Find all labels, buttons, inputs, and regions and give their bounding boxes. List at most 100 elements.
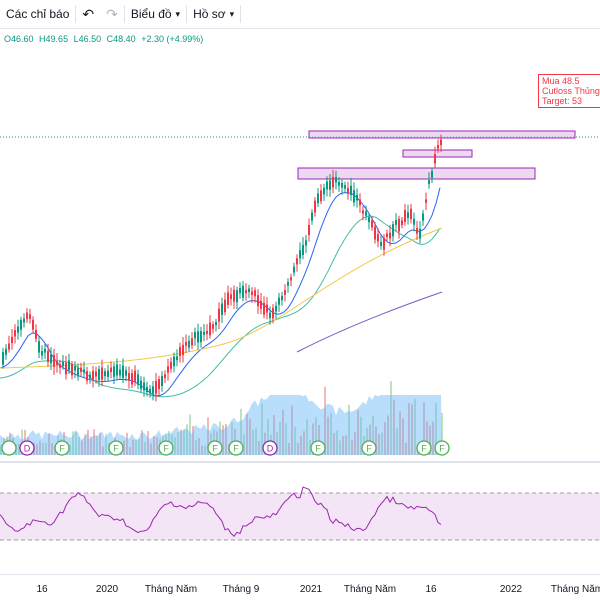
candle-body — [386, 233, 388, 237]
volume-bar — [141, 430, 143, 455]
candle-body — [350, 185, 352, 196]
volume-bar — [174, 437, 176, 455]
volume-average-area — [0, 395, 442, 455]
event-marker-label: F — [233, 444, 239, 454]
volume-bar — [309, 440, 311, 455]
candle-body — [50, 354, 52, 364]
event-marker-label: F — [212, 444, 218, 454]
candle-body — [440, 139, 442, 146]
volume-bar — [411, 404, 413, 455]
candle-body — [203, 331, 205, 335]
profile-menu-label: Hồ sơ — [193, 7, 226, 21]
trade-note[interactable]: Mua 48.5 Cutloss Thủng Target: 53 — [538, 74, 600, 108]
rsi-pane — [0, 461, 600, 541]
volume-bar — [303, 431, 305, 455]
volume-bar — [222, 425, 224, 455]
volume-bar — [324, 386, 326, 455]
volume-bar — [279, 421, 281, 455]
candle-body — [56, 360, 58, 365]
volume-bar — [381, 432, 383, 455]
candle-body — [323, 187, 325, 195]
volume-bar — [396, 428, 398, 455]
resistance-zone-top — [308, 130, 576, 139]
candle-body — [383, 237, 385, 250]
event-marker-circle — [361, 440, 377, 456]
candle-body — [134, 370, 136, 382]
indicators-button[interactable]: Các chỉ báo — [0, 0, 75, 28]
volume-bar — [315, 417, 317, 455]
event-marker-circle — [310, 440, 326, 456]
redo-button[interactable]: ↷ — [100, 0, 124, 28]
event-marker-label: F — [421, 444, 427, 454]
moving-averages — [0, 187, 443, 398]
profile-menu-button[interactable]: Hồ sơ ▾ — [187, 0, 240, 28]
candle-body — [2, 352, 4, 365]
event-marker-circle — [54, 440, 70, 456]
candle-body — [158, 379, 160, 390]
candle-body — [176, 356, 178, 361]
candle-body — [11, 336, 13, 343]
candle-body — [338, 181, 340, 186]
volume-bar — [246, 414, 248, 455]
time-axis[interactable]: 16 2020 Tháng Năm Tháng 9 2021 Tháng Năm… — [0, 574, 600, 601]
volume-bar — [90, 436, 92, 455]
candle-body — [371, 220, 373, 228]
volume-bar — [123, 440, 125, 455]
candle-body — [407, 212, 409, 218]
candle-body — [41, 351, 43, 356]
candle-body — [206, 330, 208, 334]
candle-body — [293, 266, 295, 273]
event-marker-label: F — [113, 444, 119, 454]
volume-bar — [333, 433, 335, 455]
candle-body — [356, 194, 358, 201]
candle-body — [101, 367, 103, 380]
candle-body — [209, 322, 211, 336]
volume-bar — [369, 424, 371, 455]
candle-body — [215, 322, 217, 326]
volume-bar — [402, 418, 404, 455]
candle-body — [128, 373, 130, 381]
candle-body — [218, 308, 220, 322]
volume-bar — [282, 409, 284, 455]
volume-bar — [0, 444, 2, 455]
candle-body — [245, 290, 247, 294]
candle-body — [278, 297, 280, 305]
volume-bar — [288, 443, 290, 455]
candle-body — [398, 218, 400, 232]
candle-body — [149, 388, 151, 394]
time-tick: Tháng 9 — [222, 584, 260, 595]
undo-button[interactable]: ↶ — [76, 0, 100, 28]
volume-bar — [87, 429, 89, 455]
volume-bar — [132, 439, 134, 455]
volume-bar — [276, 432, 278, 455]
candle-body — [404, 209, 406, 222]
volume-bar — [405, 442, 407, 455]
chart-menu-button[interactable]: Biểu đồ ▾ — [125, 0, 186, 28]
candle-body — [92, 371, 94, 380]
event-marker-circle — [207, 440, 223, 456]
candle-body — [8, 343, 10, 350]
volume-bar — [177, 432, 179, 455]
candle-body — [380, 242, 382, 247]
candle-body — [422, 213, 424, 221]
volume-bar — [351, 440, 353, 455]
candle-body — [89, 374, 91, 379]
candle-body — [320, 190, 322, 202]
volume-bar — [408, 403, 410, 455]
candle-body — [143, 382, 145, 391]
volume-bar — [267, 419, 269, 455]
candle-body — [167, 366, 169, 373]
volume-bar — [330, 413, 332, 455]
candle-body — [110, 367, 112, 372]
candle-body — [83, 369, 85, 373]
candle-body — [257, 295, 259, 307]
candle-body — [47, 351, 49, 362]
volume-bar — [183, 429, 185, 455]
event-marker: F — [228, 440, 244, 456]
volume-bar — [252, 429, 254, 455]
volume-bar — [219, 421, 221, 455]
event-marker-label: F — [59, 444, 65, 454]
candle-body — [419, 228, 421, 239]
volume-bar — [294, 426, 296, 455]
